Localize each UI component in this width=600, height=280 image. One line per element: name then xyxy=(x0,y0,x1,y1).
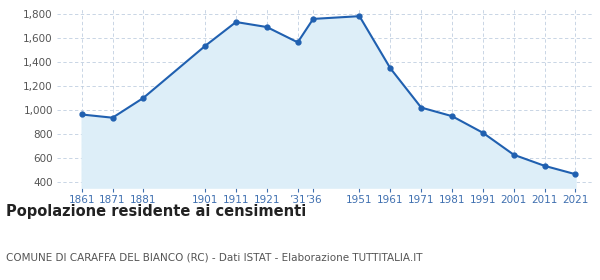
Text: COMUNE DI CARAFFA DEL BIANCO (RC) - Dati ISTAT - Elaborazione TUTTITALIA.IT: COMUNE DI CARAFFA DEL BIANCO (RC) - Dati… xyxy=(6,252,422,262)
Text: Popolazione residente ai censimenti: Popolazione residente ai censimenti xyxy=(6,204,306,220)
